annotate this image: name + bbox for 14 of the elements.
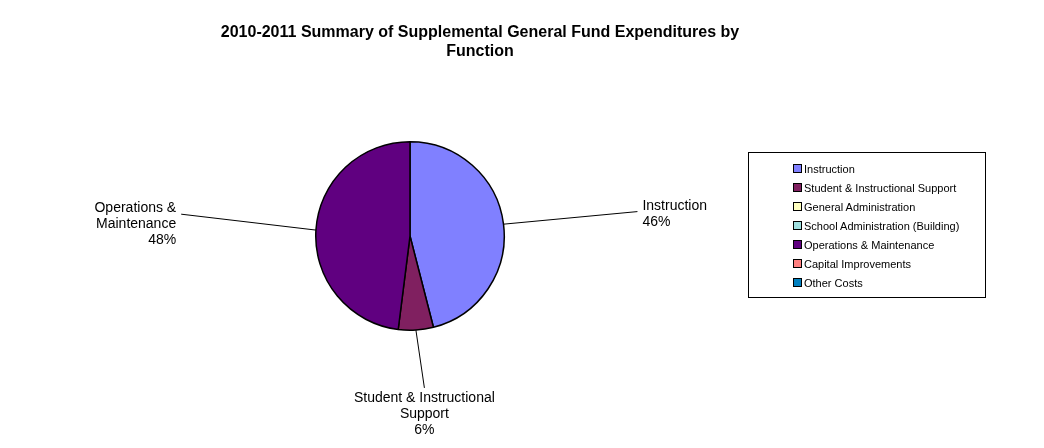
legend-label: Other Costs	[804, 276, 863, 289]
legend-label: Instruction	[804, 162, 855, 175]
legend-label: Student & Instructional Support	[804, 181, 957, 194]
data-label: 48%	[148, 231, 177, 248]
data-label: 6%	[414, 420, 435, 437]
data-label: 46%	[642, 212, 671, 229]
legend-label: Capital Improvements	[804, 257, 911, 270]
legend-label: School Administration (Building)	[804, 219, 960, 232]
slice-label: Instruction	[642, 196, 708, 213]
slice-label: Operations & Maintenance	[94, 199, 177, 232]
chart-title: 2010-2011 Summary of Supplemental General Fund Expenditures by Function	[219, 22, 741, 60]
legend-label: Operations & Maintenance	[804, 238, 935, 251]
slice-label: Student & Instructional Support	[353, 388, 495, 421]
legend-label: General Administration	[804, 200, 916, 213]
